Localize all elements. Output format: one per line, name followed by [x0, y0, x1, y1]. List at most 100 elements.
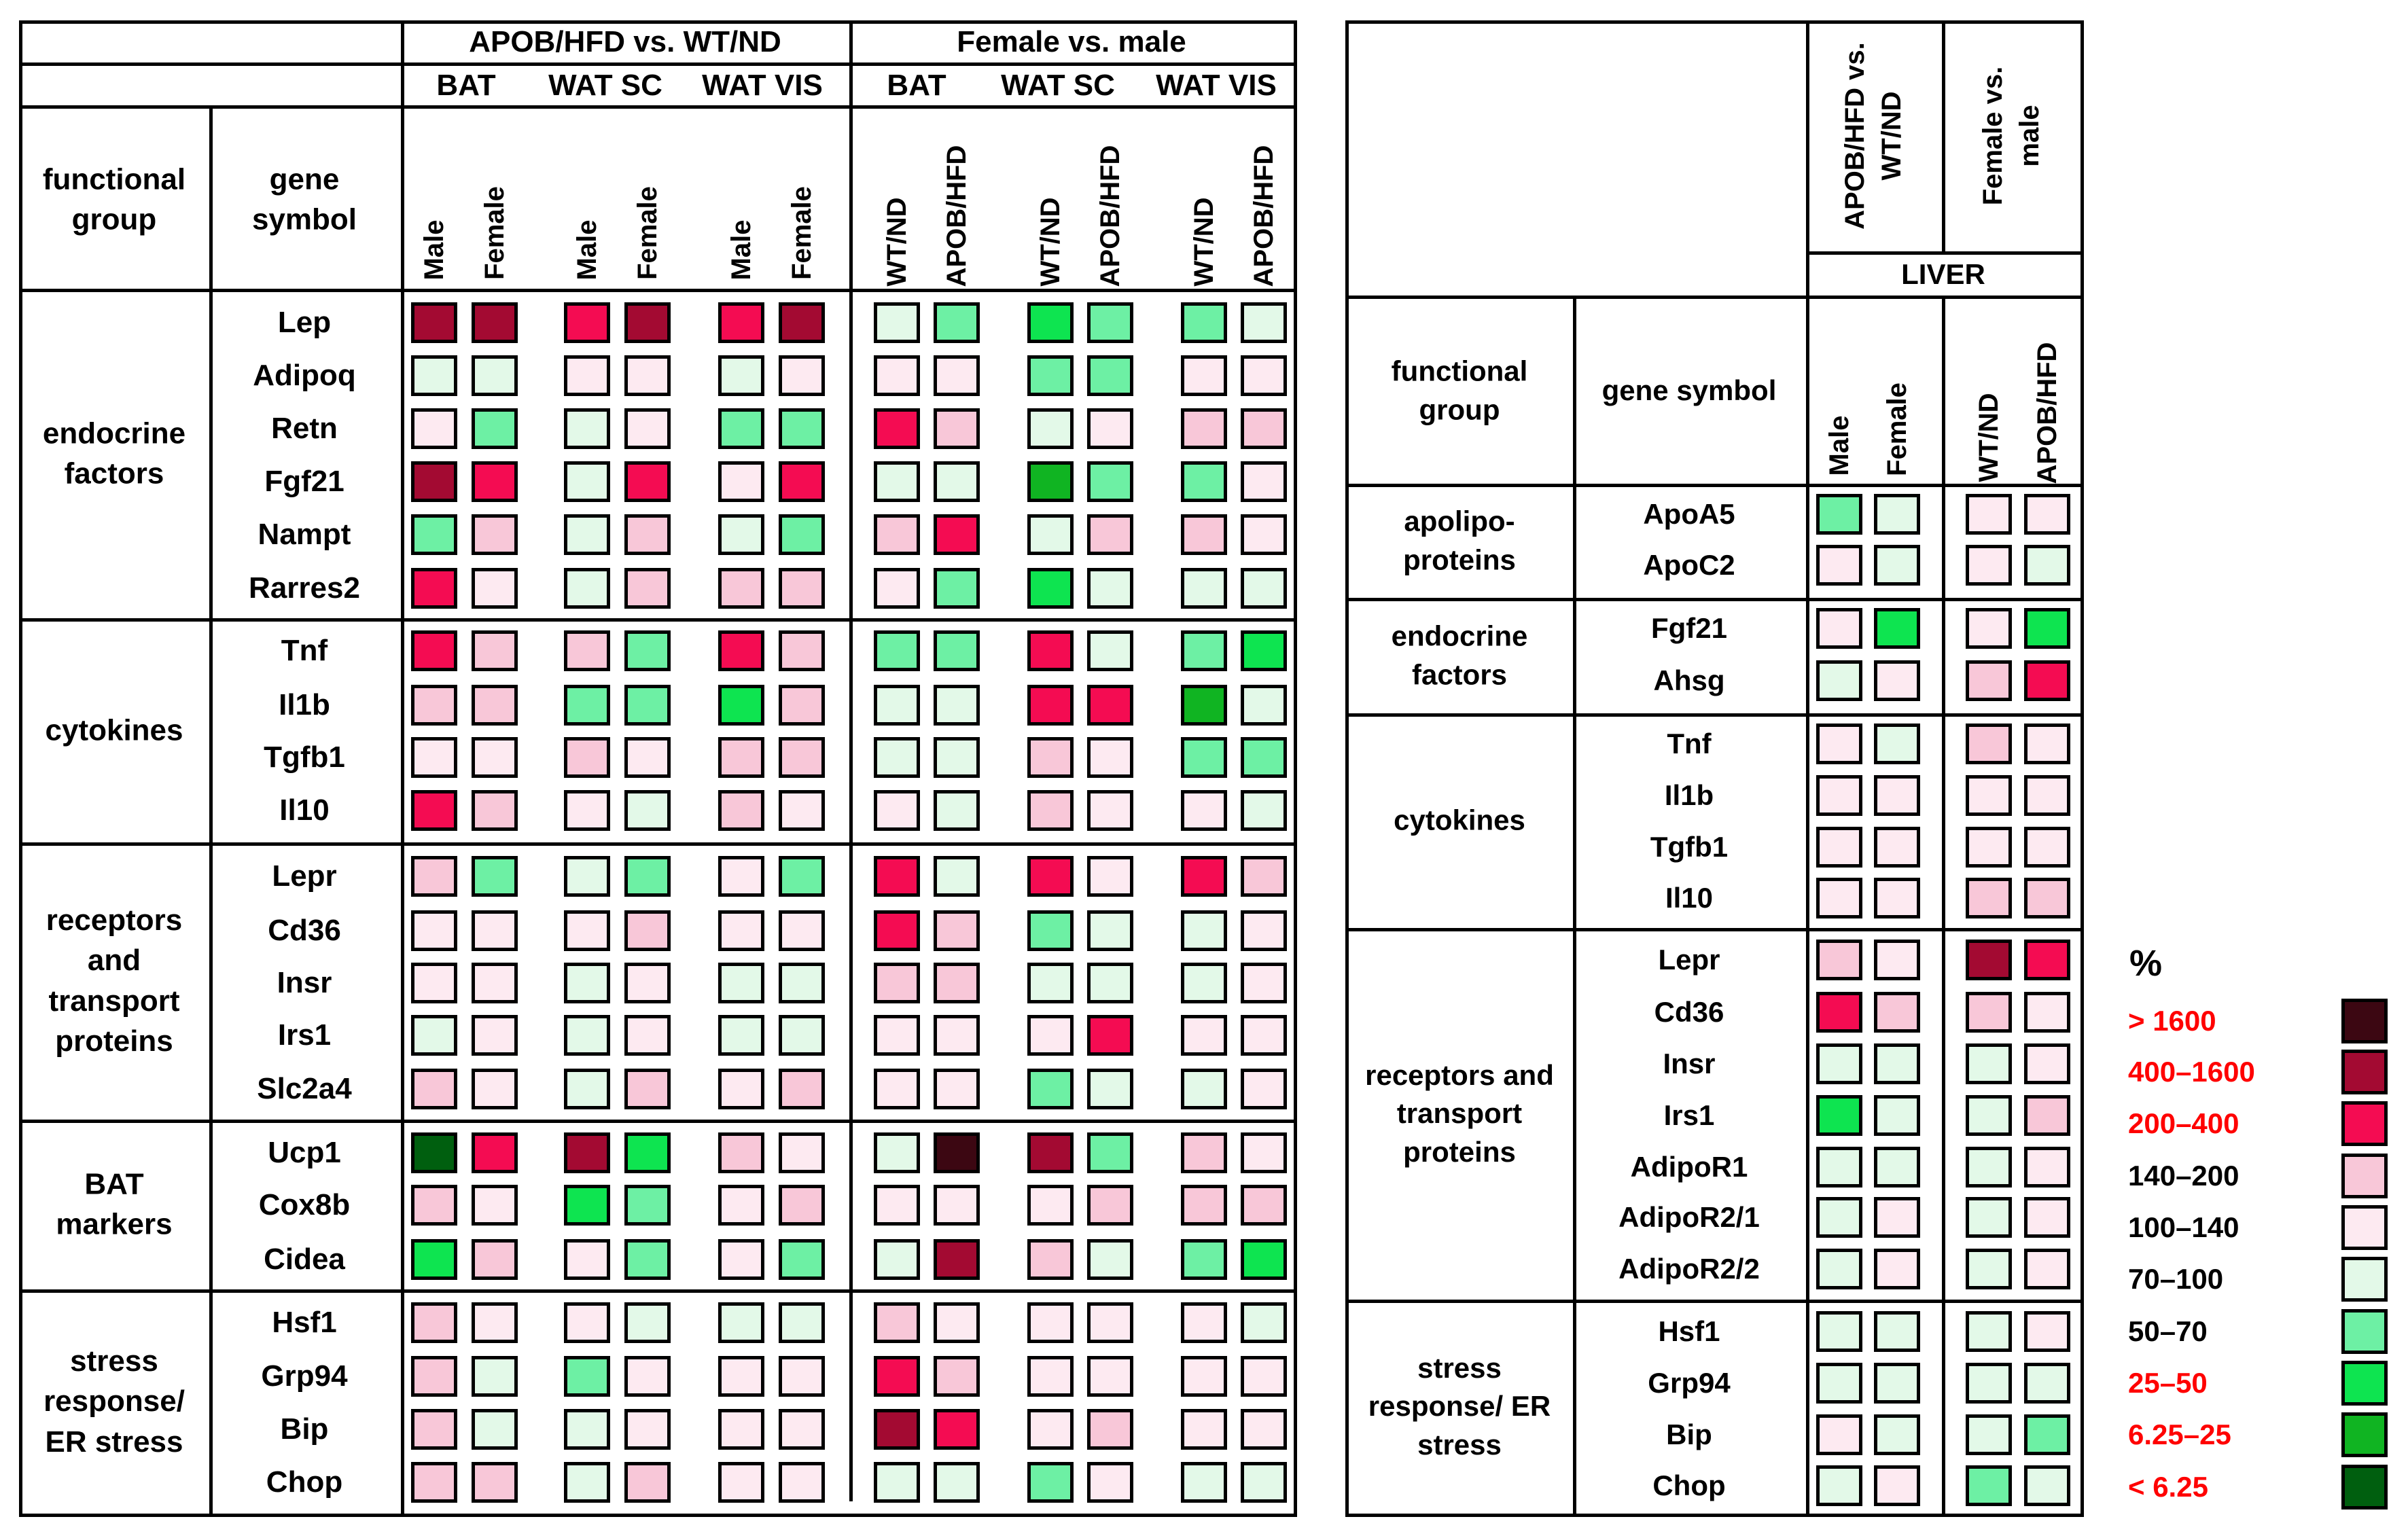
- heatmap-cell-adipoq: [472, 355, 518, 396]
- heatmap-cell-grp94: [718, 1356, 764, 1397]
- heatmap-cell-il1b: [411, 685, 457, 726]
- heatmap-cell-ahsg: [1874, 660, 1920, 701]
- right-gene-label: AdipoR2/2: [1618, 1253, 1760, 1285]
- heatmap-cell-il1b: [472, 685, 518, 726]
- heatmap-cell-hsf1: [1087, 1302, 1133, 1343]
- heatmap-cell-rarres2: [1241, 568, 1287, 609]
- left-group-separator-4: [19, 1289, 1294, 1293]
- heatmap-cell-cidea: [1181, 1239, 1227, 1280]
- right-header-female-vs-male: Female vs. male: [1978, 66, 2044, 206]
- heatmap-cell-tgfb1: [1966, 827, 2012, 868]
- heatmap-cell-ucp1: [411, 1132, 457, 1173]
- left-column-label: Male: [726, 219, 756, 281]
- heatmap-cell-chop: [1816, 1465, 1862, 1506]
- heatmap-cell-slc2a4: [411, 1069, 457, 1109]
- heatmap-cell-il10: [1816, 878, 1862, 918]
- left-tissue-label: WAT VIS: [702, 69, 823, 102]
- heatmap-cell-lepr: [1874, 940, 1920, 980]
- left-header-apob-vs-wt: APOB/HFD vs. WT/ND: [469, 25, 781, 58]
- heatmap-cell-tgfb1: [1874, 827, 1920, 868]
- heatmap-cell-fgf21: [1181, 461, 1227, 502]
- heatmap-cell-lepr: [1816, 940, 1862, 980]
- heatmap-cell-bip: [411, 1409, 457, 1450]
- heatmap-cell-cidea: [472, 1239, 518, 1280]
- heatmap-cell-tgfb1: [2024, 827, 2070, 868]
- heatmap-cell-grp94: [1087, 1356, 1133, 1397]
- right-gene-label: Tgfb1: [1650, 831, 1729, 863]
- heatmap-cell-cd36: [1087, 910, 1133, 951]
- heatmap-cell-nampt: [874, 514, 920, 555]
- heatmap-cell-ucp1: [779, 1132, 825, 1173]
- left-header-female-vs-male: Female vs. male: [957, 25, 1186, 58]
- heatmap-cell-hsf1: [718, 1302, 764, 1343]
- heatmap-cell-cd36: [564, 910, 610, 951]
- left-column-label: Female: [633, 186, 662, 280]
- heatmap-cell-tgfb1: [934, 737, 980, 778]
- heatmap-cell-insr: [472, 963, 518, 1003]
- heatmap-cell-adipoq: [411, 355, 457, 396]
- left-gene-label: Ucp1: [268, 1136, 341, 1169]
- heatmap-cell-tgfb1: [1241, 737, 1287, 778]
- heatmap-cell-insr: [1816, 1043, 1862, 1084]
- right-group-label: stress response/ ER stress: [1368, 1351, 1551, 1461]
- heatmap-cell-tnf: [411, 630, 457, 671]
- left-gene-label: Il1b: [279, 688, 330, 721]
- heatmap-cell-grp94: [411, 1356, 457, 1397]
- heatmap-cell-cd36: [1027, 910, 1074, 951]
- legend-label: 70–100: [2128, 1263, 2224, 1295]
- heatmap-cell-rarres2: [411, 568, 457, 609]
- left-column-label: APOB/HFD: [942, 145, 972, 287]
- heatmap-cell-adipor2/2: [1966, 1249, 2012, 1289]
- left-header-gene-symbol: gene symbol: [251, 162, 357, 236]
- left-gene-label: Hsf1: [272, 1306, 337, 1339]
- right-column-label: WT/ND: [1974, 393, 2004, 482]
- heatmap-cell-nampt: [1087, 514, 1133, 555]
- heatmap-cell-tgfb1: [564, 737, 610, 778]
- heatmap-cell-slc2a4: [1241, 1069, 1287, 1109]
- heatmap-cell-lepr: [1181, 856, 1227, 897]
- heatmap-cell-irs1: [874, 1015, 920, 1056]
- heatmap-cell-bip: [1966, 1414, 2012, 1455]
- heatmap-cell-hsf1: [874, 1302, 920, 1343]
- left-gene-label: Rarres2: [249, 571, 360, 605]
- right-vline-data-start: [1806, 20, 1809, 1514]
- heatmap-cell-apoa5: [2024, 494, 2070, 535]
- heatmap-cell-hsf1: [1181, 1302, 1227, 1343]
- heatmap-cell-chop: [2024, 1465, 2070, 1506]
- heatmap-cell-il10: [934, 790, 980, 831]
- heatmap-cell-tnf: [624, 630, 671, 671]
- heatmap-cell-nampt: [624, 514, 671, 555]
- heatmap-cell-adipoq: [718, 355, 764, 396]
- heatmap-cell-cd36: [411, 910, 457, 951]
- heatmap-cell-apoa5: [1816, 494, 1862, 535]
- heatmap-cell-retn: [564, 408, 610, 449]
- heatmap-cell-lep: [564, 302, 610, 343]
- right-hline-liver-bottom: [1345, 296, 2081, 299]
- heatmap-cell-tnf: [1087, 630, 1133, 671]
- heatmap-cell-il10: [472, 790, 518, 831]
- heatmap-cell-retn: [934, 408, 980, 449]
- heatmap-cell-apoc2: [1874, 545, 1920, 586]
- right-gene-label: Il10: [1665, 882, 1714, 914]
- heatmap-cell-il1b: [1874, 775, 1920, 816]
- heatmap-cell-lepr: [779, 856, 825, 897]
- heatmap-cell-hsf1: [1816, 1311, 1862, 1352]
- heatmap-cell-chop: [718, 1462, 764, 1503]
- left-vline-comparison-split: [849, 20, 853, 1501]
- heatmap-cell-cox8b: [718, 1185, 764, 1226]
- heatmap-cell-grp94: [779, 1356, 825, 1397]
- heatmap-cell-chop: [779, 1462, 825, 1503]
- left-table-border-bottom: [19, 1514, 1294, 1517]
- heatmap-cell-cox8b: [472, 1185, 518, 1226]
- heatmap-cell-adipor2/1: [2024, 1197, 2070, 1238]
- heatmap-cell-cox8b: [1241, 1185, 1287, 1226]
- left-tissue-label: WAT SC: [548, 69, 662, 102]
- heatmap-cell-chop: [1874, 1465, 1920, 1506]
- heatmap-cell-retn: [1241, 408, 1287, 449]
- heatmap-cell-nampt: [718, 514, 764, 555]
- heatmap-cell-irs1: [2024, 1095, 2070, 1136]
- legend-label: 400–1600: [2128, 1056, 2255, 1088]
- right-group-label: receptors and transport proteins: [1365, 1058, 1554, 1168]
- left-gene-label: Lepr: [272, 859, 337, 893]
- left-gene-label: Tgfb1: [264, 740, 345, 774]
